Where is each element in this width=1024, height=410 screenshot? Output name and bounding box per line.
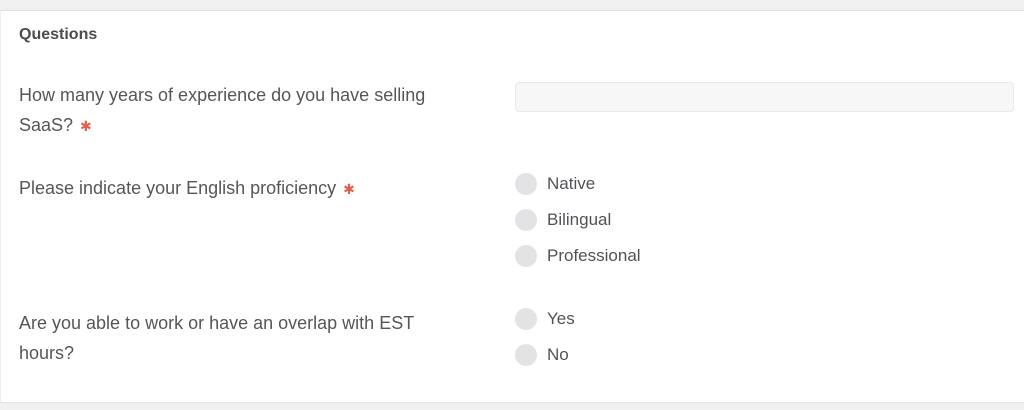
radio-option-yes[interactable]: Yes [515,308,1014,330]
answer-column [515,80,1014,112]
answer-column: Native Bilingual Professional [515,173,1014,267]
question-row-saas-experience: How many years of experience do you have… [19,80,1014,141]
answer-column: Yes No [515,308,1014,366]
radio-option-label: No [547,345,569,364]
question-rows: How many years of experience do you have… [19,80,1014,368]
radio-option-bilingual[interactable]: Bilingual [515,209,1014,231]
question-label: How many years of experience do you have… [19,80,449,141]
radio-option-label: Professional [547,246,641,265]
required-asterisk: ✱ [343,181,355,197]
question-label-column: How many years of experience do you have… [19,80,515,141]
question-label: Please indicate your English proficiency… [19,173,449,204]
radio-option-native[interactable]: Native [515,173,1014,195]
radio-button-icon[interactable] [515,209,537,231]
question-text: Are you able to work or have an overlap … [19,313,414,363]
radio-option-label: Yes [547,309,575,328]
radio-option-label: Bilingual [547,210,612,229]
question-label: Are you able to work or have an overlap … [19,308,449,368]
question-text: Please indicate your English proficiency [19,178,337,198]
radio-button-icon[interactable] [515,173,537,195]
question-row-est-overlap: Are you able to work or have an overlap … [19,308,1014,368]
radio-button-icon[interactable] [515,308,537,330]
questions-section: Questions How many years of experience d… [0,10,1024,403]
radio-button-icon[interactable] [515,344,537,366]
question-row-english-proficiency: Please indicate your English proficiency… [19,173,1014,267]
question-label-column: Please indicate your English proficiency… [19,173,515,204]
radio-option-professional[interactable]: Professional [515,245,1014,267]
radio-button-icon[interactable] [515,245,537,267]
section-title: Questions [19,26,98,43]
question-text: How many years of experience do you have… [19,85,426,135]
question-label-column: Are you able to work or have an overlap … [19,308,515,368]
radio-option-label: Native [547,174,596,193]
required-asterisk: ✱ [80,118,92,134]
years-experience-input[interactable] [515,82,1014,112]
radio-option-no[interactable]: No [515,344,1014,366]
